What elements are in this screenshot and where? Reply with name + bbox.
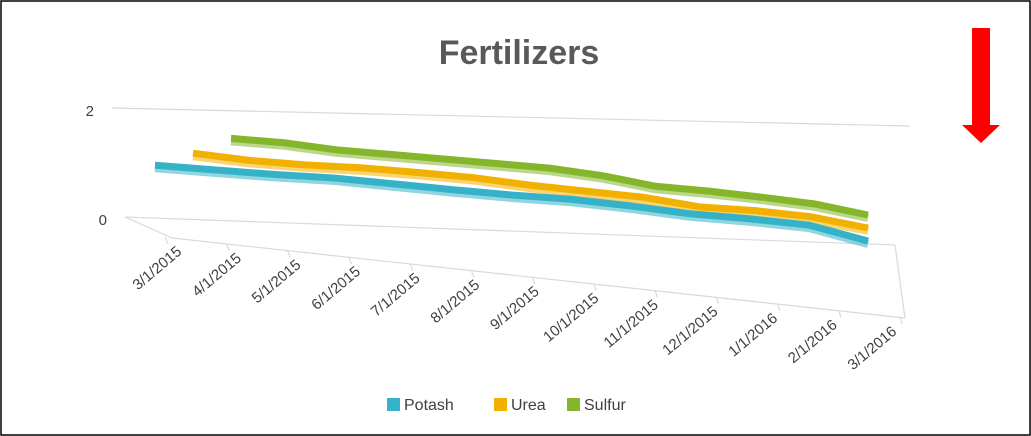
- legend-swatch: [387, 398, 400, 411]
- series-line: [154, 161, 869, 245]
- y-tick-label: 0: [99, 212, 107, 229]
- x-tick: [593, 283, 597, 291]
- floor-edge: [894, 244, 906, 319]
- x-tick: [164, 236, 169, 245]
- x-tick: [838, 310, 842, 318]
- series-line: [230, 134, 869, 219]
- series-line: [192, 149, 869, 232]
- legend-swatch: [494, 398, 507, 411]
- floor-edge: [171, 237, 906, 319]
- x-tick: [899, 316, 903, 325]
- x-tick: [225, 243, 230, 251]
- x-tick: [715, 296, 720, 305]
- legend-label: Sulfur: [584, 397, 626, 414]
- down-arrow: [962, 28, 1000, 143]
- y-tick-label: 2: [86, 103, 94, 120]
- legend-label: Urea: [511, 397, 546, 414]
- chart-title: Fertilizers: [439, 34, 600, 72]
- x-tick: [470, 270, 475, 278]
- grid-line: [111, 107, 911, 127]
- x-tick: [348, 256, 353, 265]
- x-tick: [409, 263, 414, 271]
- x-tick: [531, 276, 536, 285]
- x-tick: [286, 250, 291, 258]
- grid-line: [124, 216, 896, 246]
- legend-label: Potash: [404, 397, 454, 414]
- legend-swatch: [567, 398, 580, 411]
- x-tick: [654, 290, 658, 298]
- floor-edge: [124, 216, 173, 239]
- x-tick: [776, 303, 781, 311]
